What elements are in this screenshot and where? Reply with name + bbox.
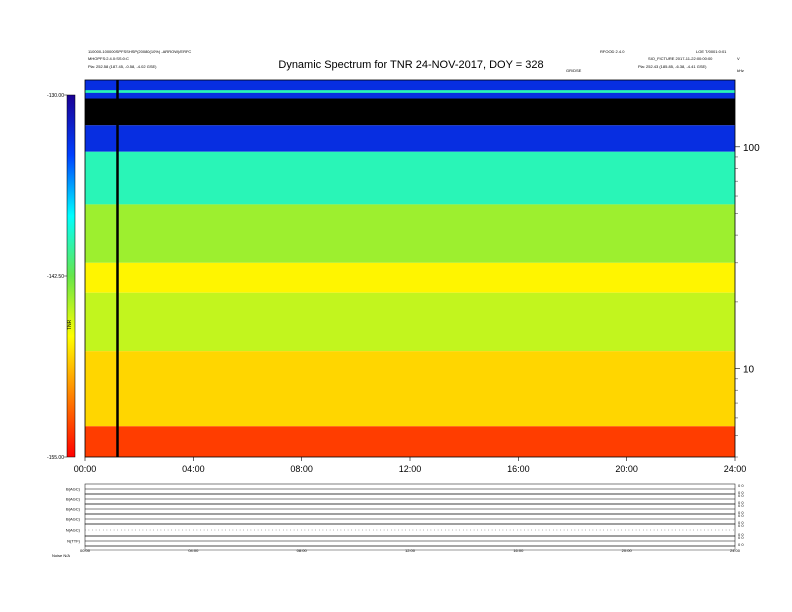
panel-label: N(TTF) [67,539,81,544]
panel-right-tick: 0 0 [738,483,744,488]
panel-label: B(AGC) [66,507,81,512]
spectrum-band [85,426,735,457]
header-corner-tag2: V [737,56,740,61]
x-axis-ticks: 00:00 04:00 08:00 12:00 16:00 20:00 24:00 [74,457,747,474]
colorbar-tick-label: -130.00 [47,93,64,99]
spectrum-band [85,292,735,352]
panel-x-tick-label: 12:00 [405,548,416,553]
spectrum-band [85,90,735,93]
header-right-line3: Pla: 252.43 (185.85, -6.38, -4.41 GSE) [638,64,707,69]
header-right-line2: SIO_FICTURE 2017-11-22:00:00:00 [648,56,713,61]
x-tick-label: 12:00 [399,464,422,474]
footer-label: Noise N/A [52,553,70,558]
spectrum-band [85,151,735,205]
panel-right-tick: 0 0 [738,532,744,537]
header-mid-tag: GR/DSE [566,68,582,73]
panel-x-axis-ticks: 00:00 04:00 08:00 12:00 16:00 20:00 24:00 [80,548,741,553]
chart-title: Dynamic Spectrum for TNR 24-NOV-2017, DO… [278,59,543,71]
panel-right-tick: 0 0 [738,535,744,540]
x-tick-label: 00:00 [74,464,97,474]
panel-right-tick: 0 0 [738,520,744,525]
panel-label: B(AGC) [66,487,81,492]
spectrum-band [85,351,735,427]
header-right-line1: RFOOD 2.4.0 [600,49,625,54]
y-tick-label: 10 [743,365,755,376]
panel-right-tick: 0 0 [738,523,744,528]
x-tick-label: 24:00 [724,464,747,474]
y-tick-label: 100 [743,143,760,154]
panel-right-tick: 0 0 [738,490,744,495]
spectrum-band [85,262,735,293]
panel-axis-strip [84,545,736,551]
panel-x-tick-label: 08:00 [297,548,308,553]
spectrum-band [85,125,735,152]
colorbar [66,94,76,458]
panel-right-tick: 0 0 [738,510,744,515]
panel-right-tick: 0 0 [738,500,744,505]
y-axis-ticks: 10 100 [735,143,760,458]
panel-right-tick: 0 0 [738,493,744,498]
spectrum-band [85,204,735,263]
x-tick-label: 20:00 [615,464,638,474]
header-right-line1b: LOE T/0001:0:01 [696,49,727,54]
panel-right-tick: 0 0 [738,513,744,518]
panel-right-tick: 0 0 [738,503,744,508]
spectrum-band [85,98,735,126]
spectrogram-heatmap [85,80,735,457]
colorbar-ticks: -130.00 -142.50 -155.00 [47,93,67,461]
panel-x-tick-label: 00:00 [80,548,91,553]
header-left-line3: Pla: 252.58 (187.45, -0.58, -4.02 GSE) [88,64,157,69]
x-tick-label: 16:00 [507,464,530,474]
panel-label: B(AGC) [66,517,81,522]
panel-label: B(AGC) [66,497,81,502]
colorbar-label: TNR [67,319,73,330]
x-tick-label: 08:00 [290,464,313,474]
panel-x-tick-label: 04:00 [188,548,199,553]
panel-x-tick-label: 16:00 [513,548,524,553]
housekeeping-panels: B(AGC) 0 0 0 0 B(AGC) 0 0 0 0 B(AGC) 0 0 0 0 B(AG… [66,483,744,551]
panel-label: N(AGC) [66,528,81,533]
panel-x-tick-label: 24:00 [730,548,741,553]
header-left-line1: 110000-100000SPFSSHSP(20080(10%) -ARROW)… [88,49,191,54]
header-left-line2: MHOPFS:2.4.0:SS:0:C [88,56,129,61]
panel-right-tick: 0 0 [738,542,744,547]
colorbar-tick-label: -155.00 [47,455,64,461]
panel-x-tick-label: 20:00 [622,548,633,553]
colorbar-tick-label: -142.50 [47,274,64,280]
header-corner-tag: kHz [737,68,744,73]
x-tick-label: 04:00 [182,464,205,474]
